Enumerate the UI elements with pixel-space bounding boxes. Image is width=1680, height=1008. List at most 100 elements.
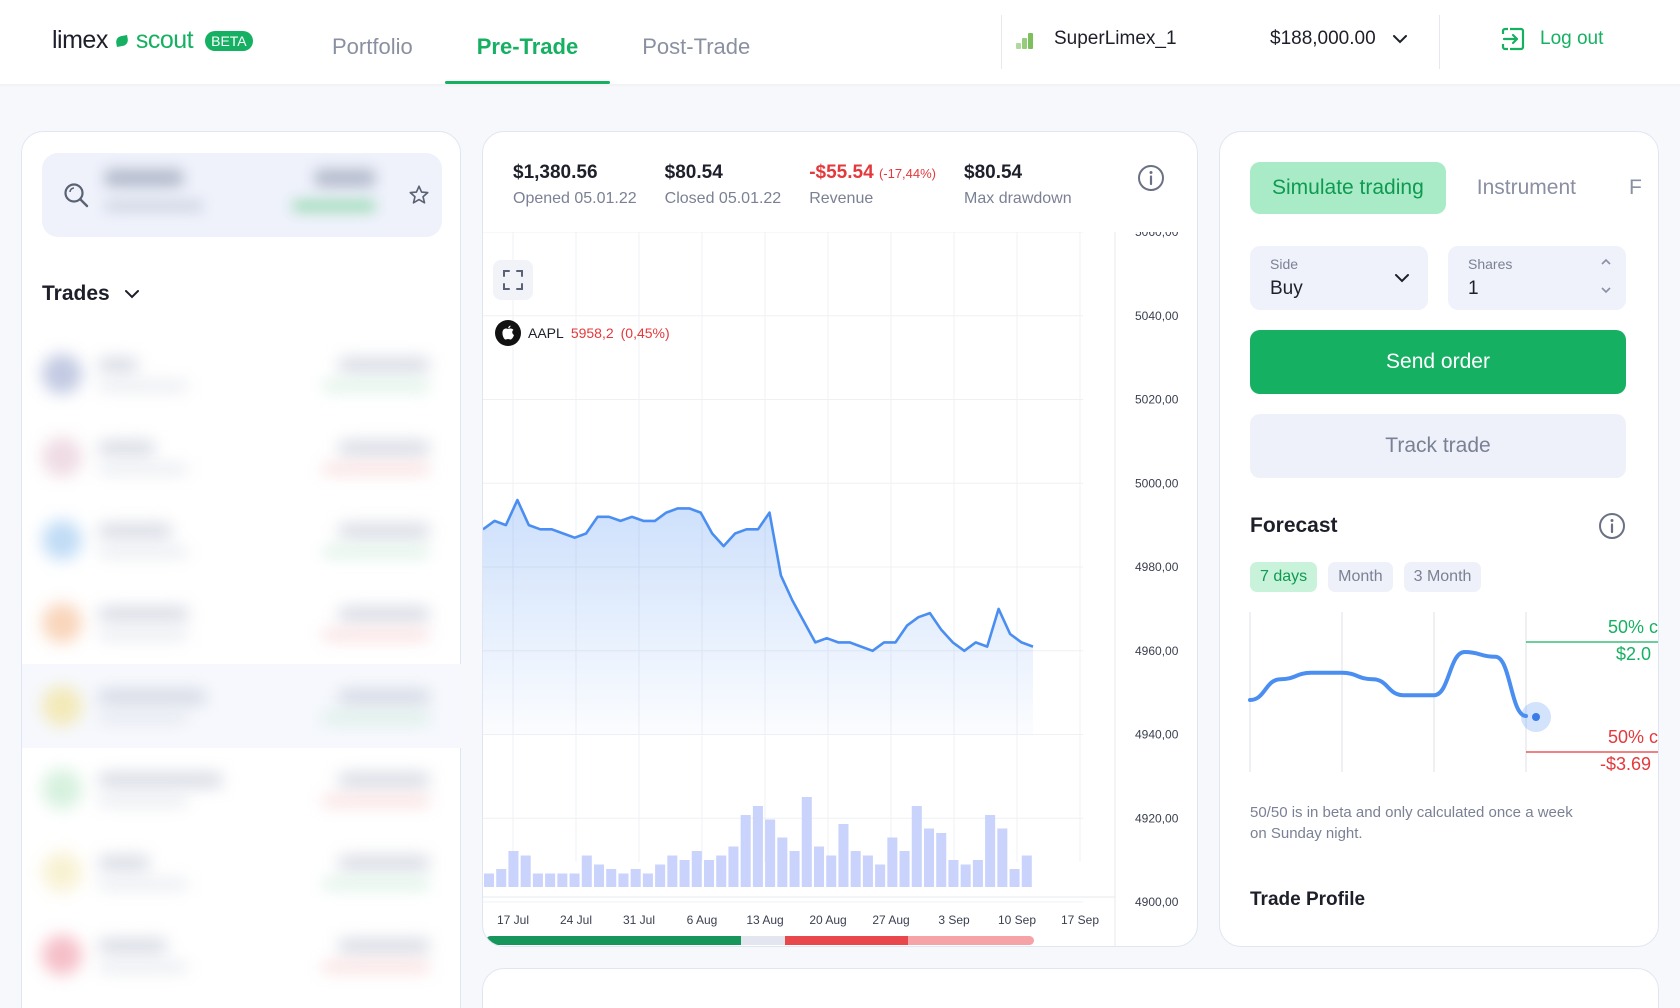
progress-segment (907, 936, 1034, 945)
stepper-up-icon[interactable] (1600, 258, 1612, 266)
instrument-search[interactable] (42, 153, 442, 237)
side-value: Buy (1270, 278, 1303, 299)
blurred-content (322, 797, 430, 805)
info-icon[interactable] (1137, 164, 1165, 192)
blurred-content (98, 773, 223, 787)
trade-list-item[interactable] (22, 581, 462, 665)
tab-post-trade[interactable]: Post-Trade (642, 34, 751, 59)
trade-list-item[interactable] (22, 747, 462, 831)
track-trade-button[interactable]: Track trade (1250, 414, 1626, 478)
blurred-content (322, 465, 430, 473)
logout-button[interactable]: Log out (1500, 26, 1603, 52)
progress-segment (486, 936, 741, 945)
volume-bar (936, 833, 947, 887)
price-chart-card: $1,380.56 Opened 05.01.22 $80.54 Closed … (482, 131, 1198, 947)
volume-bar (594, 864, 605, 887)
blurred-content (98, 939, 167, 953)
revenue-value: -$55.54 (809, 162, 874, 183)
side-select[interactable]: Side Buy (1250, 246, 1428, 310)
y-tick-label: 5000,00 (1135, 476, 1179, 490)
blurred-content (98, 856, 150, 870)
period-7-days[interactable]: 7 days (1250, 562, 1318, 592)
blurred-instrument-sub (104, 201, 204, 211)
volume-bar (1009, 869, 1020, 887)
balance-dropdown[interactable]: $188,000.00 (1270, 28, 1408, 50)
volume-bar (581, 855, 592, 887)
tab-pre-trade[interactable]: Pre-Trade (444, 0, 611, 84)
send-order-button[interactable]: Send order (1250, 330, 1626, 394)
main-nav: Portfolio Pre-Trade Post-Trade (300, 0, 782, 84)
tab-portfolio[interactable]: Portfolio (332, 34, 413, 59)
trade-list-item[interactable] (22, 498, 462, 582)
volume-bar (838, 824, 849, 887)
x-tick-label: 13 Aug (746, 913, 783, 927)
forecast-note: 50/50 is in beta and only calculated onc… (1250, 804, 1573, 842)
blurred-content (98, 548, 188, 556)
volume-bar (789, 851, 800, 887)
closed-stat: $80.54 Closed 05.01.22 (665, 162, 782, 208)
forecast-periods: 7 days Month 3 Month (1250, 562, 1482, 592)
period-month[interactable]: Month (1328, 562, 1393, 592)
blurred-content (322, 880, 430, 888)
volume-bar (484, 873, 495, 887)
blurred-content (98, 465, 188, 473)
blurred-content (322, 714, 430, 722)
blurred-content (322, 963, 430, 971)
volume-bar (557, 873, 568, 887)
chevron-down-icon (1392, 35, 1407, 44)
drawdown-stat: $80.54 Max drawdown (964, 162, 1072, 208)
info-icon[interactable] (1598, 512, 1626, 540)
trades-dropdown[interactable]: Trades (42, 282, 140, 306)
blurred-content (42, 852, 82, 892)
trade-progress-bar (486, 936, 1034, 945)
drawdown-label: Max drawdown (964, 190, 1072, 207)
tab-instrument[interactable]: Instrument (1476, 176, 1576, 199)
blurred-content (322, 382, 430, 390)
ticker-change: (0,45%) (620, 325, 670, 341)
forecast-down-value: -$3.69 (1600, 754, 1651, 774)
shares-stepper[interactable]: Shares 1 (1448, 246, 1626, 310)
period-3-month[interactable]: 3 Month (1403, 562, 1482, 592)
header-divider (1001, 15, 1002, 69)
tab-truncated[interactable]: F (1628, 176, 1642, 199)
volume-bar (814, 846, 825, 887)
volume-bar (496, 869, 507, 887)
volume-bar (630, 869, 641, 887)
limex-scout-logo[interactable]: limex scout BETA (52, 26, 253, 55)
trade-profile-title: Trade Profile (1250, 889, 1366, 910)
volume-bar (777, 837, 788, 887)
blurred-content (338, 441, 430, 455)
volume-bar (985, 815, 996, 887)
forecast-point (1532, 713, 1540, 721)
price-chart[interactable]: 5060,00 5040,00 5020,00 5000,00 4980,00 4960,… (483, 232, 1198, 947)
volume-bar (642, 873, 653, 887)
blurred-content (98, 631, 188, 639)
tab-simulate-trading[interactable]: Simulate trading (1250, 162, 1446, 214)
volume-bar (801, 797, 812, 887)
volume-bar (948, 860, 959, 887)
trade-list-item[interactable] (22, 664, 462, 748)
star-icon[interactable] (408, 184, 430, 206)
volume-bar (691, 851, 702, 887)
account-selector[interactable]: SuperLimex_1 (1016, 28, 1177, 50)
forecast-up-label: 50% c (1608, 617, 1658, 637)
opened-value: $1,380.56 (513, 162, 598, 183)
account-bars-icon (1016, 29, 1038, 49)
blurred-content (42, 437, 82, 477)
expand-chart-button[interactable] (493, 260, 533, 300)
volume-bar (1021, 855, 1032, 887)
trade-list-item[interactable] (22, 913, 462, 997)
header-divider (1439, 15, 1440, 69)
y-tick-label: 4900,00 (1135, 895, 1179, 909)
trade-list-item[interactable] (22, 415, 462, 499)
trades-panel: Trades (21, 131, 462, 1008)
stepper-down-icon[interactable] (1600, 286, 1612, 294)
volume-bar (508, 851, 519, 887)
y-tick-label: 5020,00 (1135, 393, 1179, 407)
blurred-content (322, 631, 430, 639)
trade-list-item[interactable] (22, 332, 462, 416)
trade-list-item[interactable] (22, 830, 462, 914)
blurred-content (98, 524, 172, 538)
volume-bar (716, 855, 727, 887)
volume-bar (545, 873, 556, 887)
